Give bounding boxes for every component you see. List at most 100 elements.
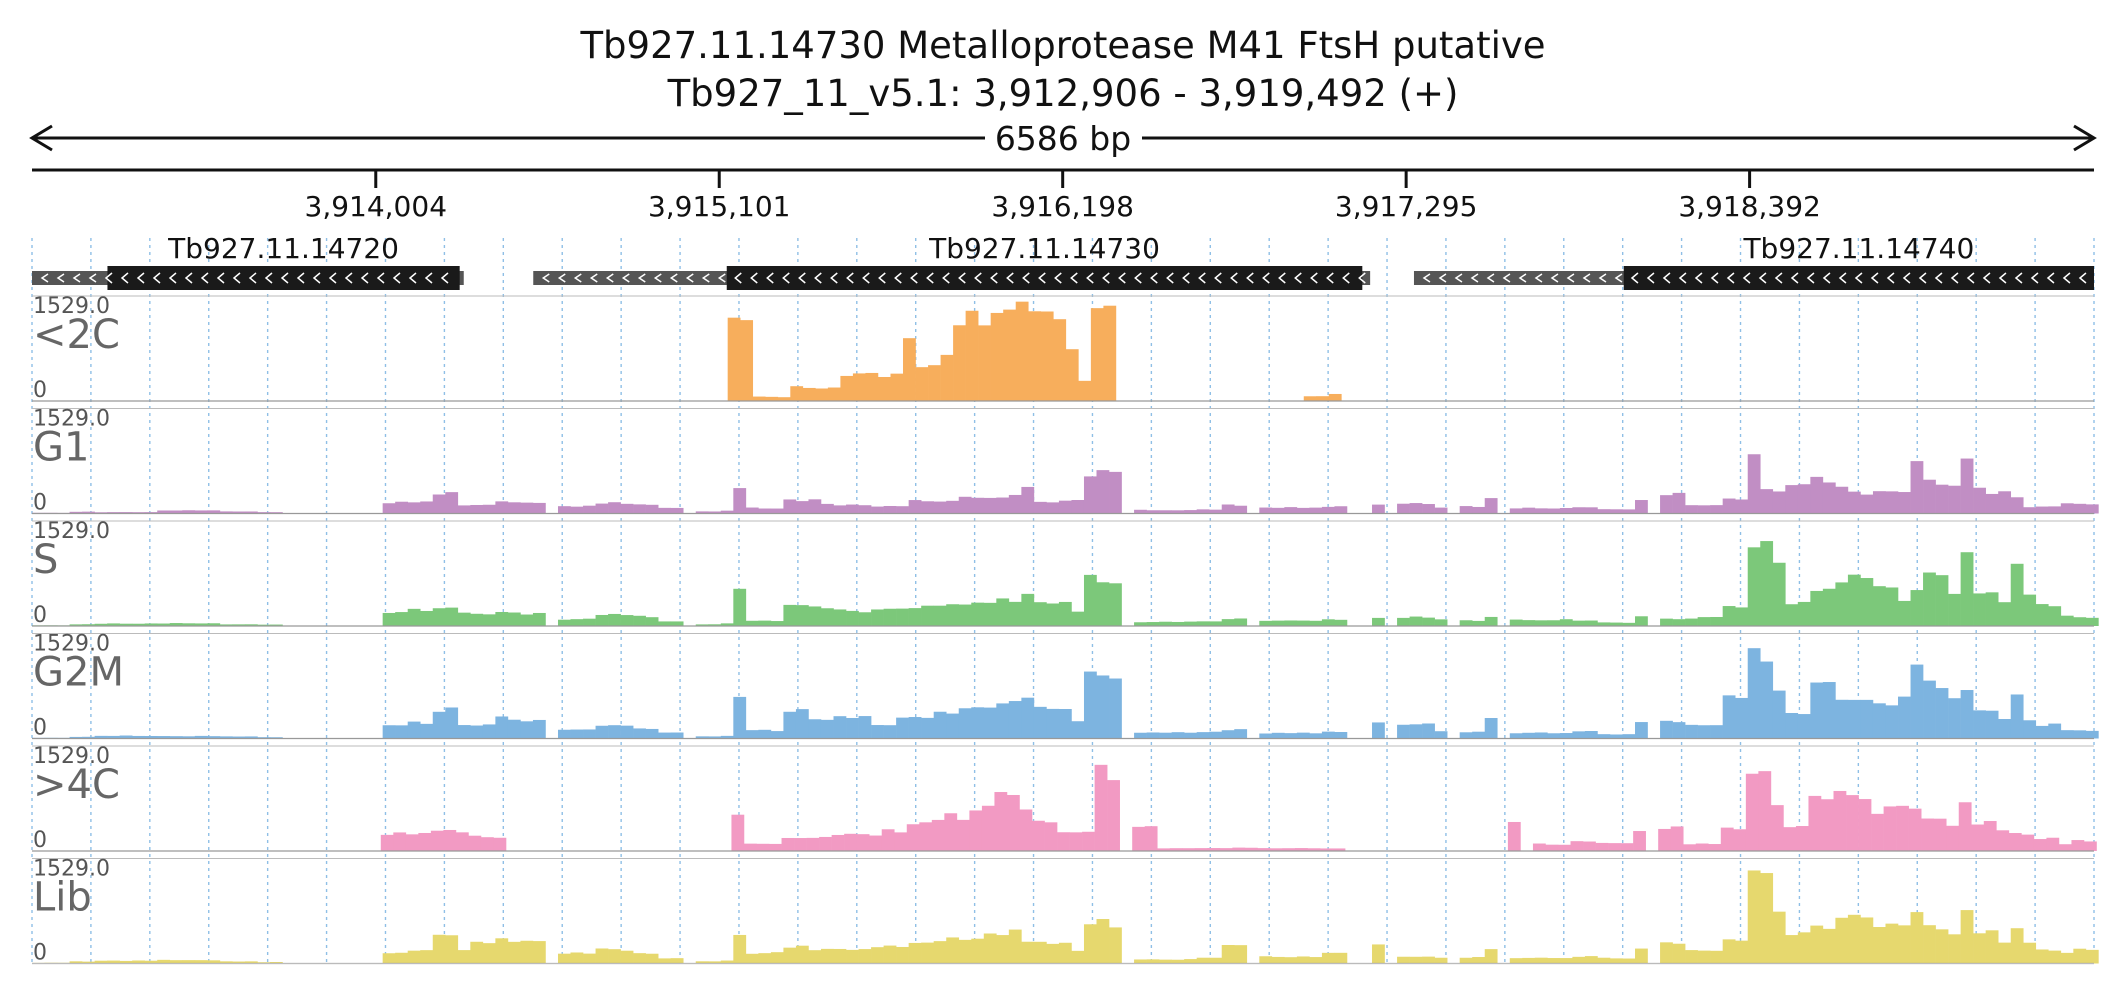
coverage-bar (777, 397, 791, 401)
coverage-bar (896, 717, 909, 739)
gene-model[interactable]: Tb927.11.14730 (533, 232, 1371, 290)
coverage-bar (2035, 604, 2049, 626)
coverage-bar (82, 961, 95, 964)
coverage-bar (1434, 619, 1448, 626)
coverage-bar (2035, 725, 2049, 739)
coverage-bar (432, 608, 446, 626)
coverage-bar (393, 832, 407, 851)
coverage-bar (1660, 720, 1673, 739)
coverage-bar (1948, 934, 1961, 964)
coverage-bar (1522, 620, 1536, 626)
coverage-bar (1710, 616, 1723, 626)
coverage-bar (1898, 600, 1911, 626)
coverage-bar (1006, 794, 1020, 851)
coverage-bar (1973, 710, 1986, 739)
coverage-bar (1522, 957, 1536, 964)
coverage-bar (833, 948, 847, 964)
coverage-bar (432, 934, 446, 964)
coverage-bar (1159, 732, 1172, 739)
coverage-bar (182, 623, 196, 626)
coverage-bar (69, 511, 83, 514)
strand-chevron-icon (685, 273, 694, 283)
strand-chevron-icon (1790, 272, 1799, 284)
coverage-bar (1082, 831, 1095, 851)
gene-model[interactable]: Tb927.11.14720 (32, 232, 464, 290)
tick-label: 3,914,004 (305, 190, 448, 223)
coverage-bar (1923, 479, 1936, 514)
coverage-bar (1057, 832, 1070, 851)
coverage-bar (1434, 731, 1448, 739)
coverage-bar (1334, 731, 1348, 739)
coverage-bar (595, 503, 609, 514)
coverage-bar (407, 608, 421, 626)
coverage-bar (844, 833, 857, 851)
strand-chevron-icon (942, 272, 950, 284)
gene-model[interactable]: Tb927.11.14740 (1413, 232, 2094, 290)
coverage-bar (1372, 944, 1385, 964)
coverage-bar (869, 835, 883, 851)
coverage-bar (2021, 834, 2035, 851)
coverage-bar (182, 736, 196, 739)
coverage-bar (420, 723, 434, 739)
coverage-bar (745, 507, 759, 514)
coverage-bar (1096, 919, 1110, 964)
coverage-bar (157, 623, 171, 626)
coverage-bar (2010, 694, 2024, 739)
coverage-track: 1529.0 0 G1 (32, 407, 2099, 516)
coverage-bar (1109, 678, 1122, 739)
coverage-bar (1058, 709, 1072, 739)
coverage-bar (1334, 952, 1348, 964)
coverage-bar (1795, 826, 1809, 851)
coverage-bar (1184, 959, 1197, 964)
coverage-bar (983, 497, 997, 514)
coverage-bar (1083, 476, 1097, 514)
strand-chevron-icon (72, 273, 81, 283)
coverage-bar (695, 736, 709, 739)
coverage-bar (1296, 507, 1310, 514)
coverage-bar (620, 503, 634, 514)
coverage-bar (2048, 606, 2062, 626)
coverage-bar (1635, 616, 1648, 626)
coverage-bar (1171, 510, 1185, 514)
coverage-bar (958, 708, 972, 739)
coverage-bar (1132, 826, 1146, 851)
coverage-bar (1710, 725, 1723, 739)
coverage-bar (420, 610, 434, 626)
coverage-bar (1559, 619, 1573, 626)
coverage-bars (32, 648, 2099, 739)
coverage-bar (996, 598, 1010, 626)
coverage-bar (1559, 508, 1573, 514)
span-arrow-left-icon (29, 124, 53, 152)
coverage-bar (1935, 688, 1949, 739)
coverage-bar (1710, 505, 1723, 514)
coverage-bar (1948, 698, 1961, 739)
coverage-bar (1872, 703, 1886, 739)
coverage-bar (407, 721, 421, 739)
coverage-bars (727, 301, 1342, 401)
strand-chevron-icon (360, 272, 369, 284)
coverage-bar (480, 837, 494, 851)
coverage-bar (1284, 733, 1298, 739)
strand-chevron-icon (1774, 272, 1783, 284)
coverage-bar (956, 819, 970, 851)
strand-chevron-icon (1934, 272, 1943, 284)
coverage-bar (520, 721, 534, 739)
coverage-bar (1735, 607, 1749, 626)
coverage-bar (946, 500, 960, 514)
coverage-bar (1078, 380, 1092, 401)
coverage-bar (2010, 497, 2024, 514)
strand-chevron-icon (424, 272, 433, 284)
strand-chevron-icon (878, 272, 886, 284)
coverage-bar (1083, 924, 1097, 964)
strand-chevron-icon (296, 272, 305, 284)
coverage-bar (1985, 592, 1999, 626)
coverage-bar (482, 504, 496, 514)
strand-arrows-icon (40, 272, 449, 284)
coverage-bar (157, 510, 171, 514)
coverage-bar (1885, 923, 1899, 964)
coverage-bar (808, 606, 822, 626)
coverage-bar (1065, 349, 1079, 401)
strand-chevron-icon (1918, 272, 1927, 284)
coverage-bar (583, 953, 596, 964)
coverage-bar (783, 499, 797, 514)
